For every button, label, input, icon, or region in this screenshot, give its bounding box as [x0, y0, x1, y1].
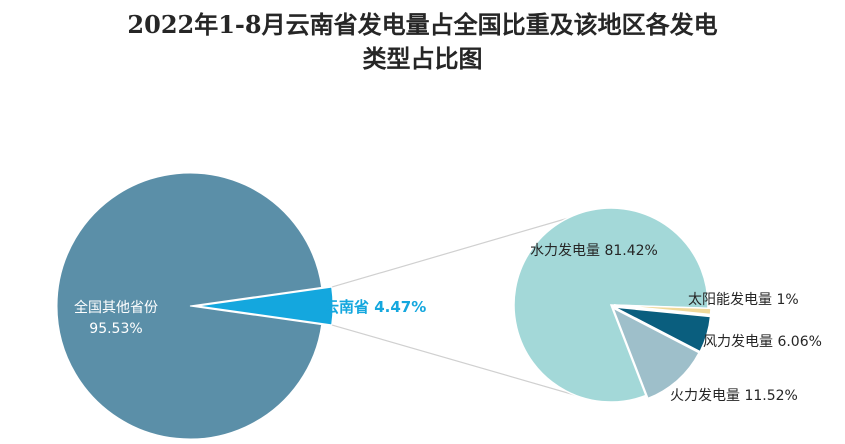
- pie-slice-solar: [613, 304, 712, 316]
- label-other-provinces: 全国其他省份: [74, 299, 158, 316]
- pie-slice-hydro: [513, 207, 709, 403]
- pie-slice-thermal: [611, 306, 701, 400]
- pie-slice-other-provinces: [56, 172, 323, 440]
- label-thermal: 火力发电量 11.52%: [670, 388, 798, 404]
- label-yunnan: 云南省 4.47%: [324, 298, 426, 316]
- pie-slice-yunnan: [197, 286, 334, 326]
- label-other-provinces-value: 95.53%: [89, 321, 142, 337]
- main-pie: [56, 172, 334, 440]
- connector-line-bottom: [331, 324, 593, 401]
- pie-slice-wind: [613, 306, 712, 353]
- connector-line-top: [331, 209, 597, 288]
- connector-lines: [331, 209, 597, 401]
- chart-title: 2022年1-8月云南省发电量占全国比重及该地区各发电 类型占比图: [0, 8, 845, 76]
- chart-title-line1: 2022年1-8月云南省发电量占全国比重及该地区各发电: [127, 10, 718, 39]
- label-wind: 风力发电量 6.06%: [703, 334, 822, 350]
- sub-pie: [513, 207, 712, 403]
- label-hydro: 水力发电量 81.42%: [530, 243, 658, 259]
- chart-title-line2: 类型占比图: [362, 44, 483, 73]
- data-labels: 全国其他省份 95.53% 云南省 4.47% 水力发电量 81.42% 太阳能发电量 …: [74, 243, 822, 404]
- label-solar: 太阳能发电量 1%: [688, 292, 799, 308]
